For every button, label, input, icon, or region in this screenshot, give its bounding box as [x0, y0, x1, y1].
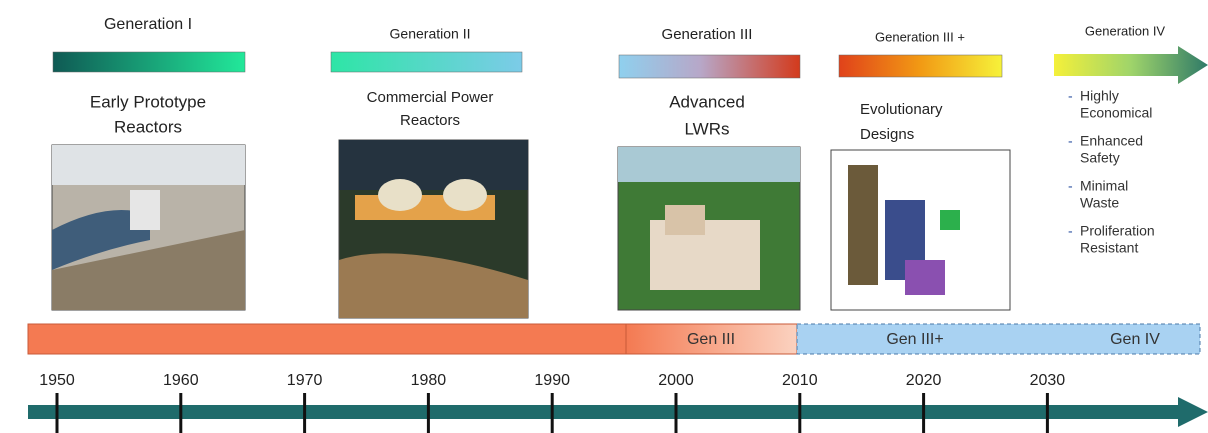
gen-subtitle: Designs: [860, 126, 914, 143]
bullet-dash: -: [1068, 88, 1073, 104]
gen-bar: [618, 54, 801, 79]
bullet-text: Highly: [1080, 88, 1119, 104]
year-arrow: [28, 397, 1208, 427]
gen-label: Generation I: [104, 16, 192, 33]
bullet-text: Proliferation: [1080, 223, 1155, 239]
year-label: 1950: [39, 372, 75, 389]
gen-label: Generation IV: [1085, 23, 1166, 38]
year-label: 2010: [782, 372, 818, 389]
gen-bar: [838, 54, 1003, 78]
gen-subtitle: Evolutionary: [860, 101, 943, 118]
gen-bar: [330, 51, 523, 73]
bullet-dash: -: [1068, 133, 1073, 149]
photo-gen3plus: [830, 149, 1011, 311]
year-label: 2020: [906, 372, 942, 389]
gen-arrow: [1054, 46, 1208, 84]
bullet-text: Waste: [1080, 195, 1119, 211]
timeline-bar: [27, 323, 627, 355]
year-label: 1980: [411, 372, 447, 389]
bullet-text: Minimal: [1080, 178, 1128, 194]
year-label: 2000: [658, 372, 694, 389]
timeline-bar: [625, 323, 798, 355]
bullet-text: Safety: [1080, 150, 1120, 166]
gen-subtitle: Advanced: [669, 92, 745, 111]
gen-label: Generation II: [390, 26, 471, 42]
gen-subtitle: LWRs: [684, 119, 729, 138]
bullet-text: Economical: [1080, 105, 1152, 121]
year-label: 1970: [287, 372, 323, 389]
year-label: 2030: [1030, 372, 1066, 389]
photo-gen1: [51, 144, 246, 311]
gen-subtitle: Reactors: [114, 117, 182, 136]
gen-label: Generation III: [662, 26, 753, 43]
segment-label: Gen IV: [1110, 331, 1160, 348]
bullet-text: Enhanced: [1080, 133, 1143, 149]
photo-gen2: [338, 139, 529, 319]
gen-label: Generation III +: [875, 29, 965, 44]
labels: Generation I Early Prototype Reactors Gener…: [39, 16, 1165, 433]
segment-label: Gen III: [687, 331, 735, 348]
gen-subtitle: Reactors: [400, 112, 460, 129]
bullet-dash: -: [1068, 223, 1073, 239]
gen-subtitle: Commercial Power: [367, 89, 494, 106]
segment-label: Gen III+: [886, 331, 943, 348]
year-label: 1960: [163, 372, 199, 389]
bullet-text: Resistant: [1080, 240, 1138, 256]
bullet-dash: -: [1068, 178, 1073, 194]
photo-gen3: [617, 146, 801, 311]
timeline-bar: [796, 323, 1201, 355]
gen-bar: [52, 51, 246, 73]
year-label: 1990: [534, 372, 570, 389]
gen-subtitle: Early Prototype: [90, 92, 206, 111]
